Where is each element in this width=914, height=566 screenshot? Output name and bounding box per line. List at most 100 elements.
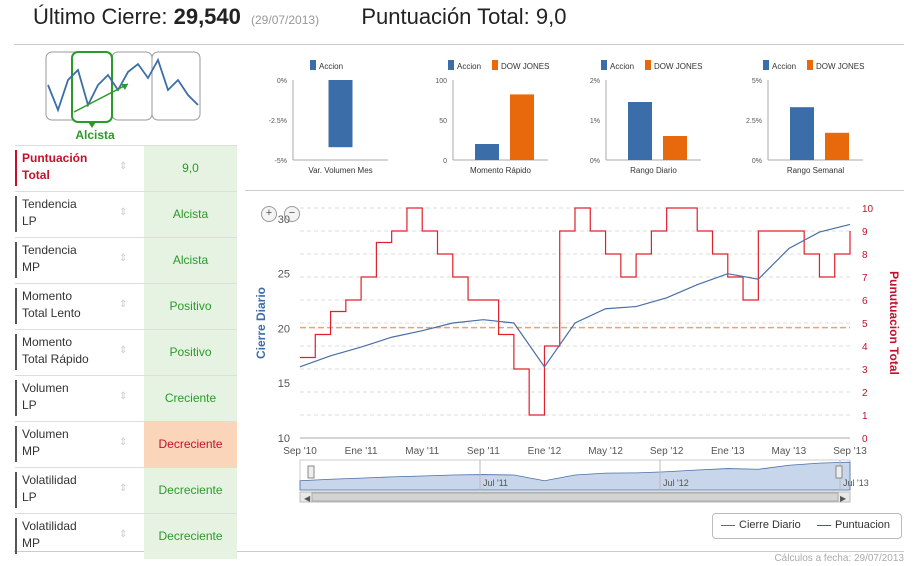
scroll-left-icon: ◀ <box>304 494 311 503</box>
tick-label: 2.5% <box>746 118 762 125</box>
category-label: Rango Semanal <box>787 166 845 175</box>
tick-label: 2% <box>590 78 600 85</box>
tick-label: 5% <box>752 78 762 85</box>
table-row: Volumen LP ⇕ Creciente <box>15 375 237 421</box>
legend-swatch <box>807 60 813 70</box>
right-tick-label: 0 <box>862 434 868 445</box>
bar-chart-rango-diario: Accion DOW JONES 2% 1% 0% Rango Diario <box>590 60 702 175</box>
legend-label: Accion <box>319 62 343 71</box>
table-row: Volatilidad LP ⇕ Decreciente <box>15 467 237 513</box>
x-tick-label: Ene '11 <box>345 446 378 457</box>
divider <box>245 190 904 191</box>
left-tick-label: 20 <box>278 323 290 335</box>
tick-label: 0% <box>752 158 762 165</box>
right-tick-label: 9 <box>862 227 868 238</box>
legend-label: DOW JONES <box>654 62 702 71</box>
legend-label: DOW JONES <box>816 62 864 71</box>
divider <box>14 551 904 552</box>
zoom-in-icon[interactable]: + <box>261 206 277 222</box>
x-tick-label: May '11 <box>405 446 439 457</box>
right-tick-label: 2 <box>862 388 868 399</box>
row-value: Positivo <box>144 284 237 329</box>
navigator-label: Jul '11 <box>483 478 508 488</box>
row-label: Tendencia LP <box>15 196 132 232</box>
scroll-right-icon: ▶ <box>840 494 847 503</box>
row-label: Momento Total Rápido <box>15 334 132 370</box>
tick-label: 0 <box>443 158 447 165</box>
total-score-value: 9,0 <box>535 4 567 29</box>
series-cierre-diario <box>299 223 851 368</box>
row-value: 9,0 <box>144 146 237 191</box>
bar-chart-volumen: Accion 0% -2.5% -5% Var. Volumen Mes <box>269 60 388 175</box>
row-value: Decreciente <box>144 514 237 559</box>
navigator-label: Jul '13 <box>843 478 869 488</box>
bar <box>790 107 814 160</box>
y-left-axis-label: Cierre Diario <box>254 287 268 359</box>
legend-label: Accion <box>772 62 796 71</box>
bar <box>328 80 353 148</box>
right-tick-label: 5 <box>862 319 868 330</box>
x-tick-label: May '13 <box>772 446 807 457</box>
row-label: Momento Total Lento <box>15 288 132 324</box>
sort-icon: ⇕ <box>119 207 128 218</box>
row-label: Volatilidad MP <box>15 518 132 554</box>
category-label: Var. Volumen Mes <box>308 166 372 175</box>
table-row: Tendencia LP ⇕ Alcista <box>15 191 237 237</box>
main-line-chart: 0 1 2 3 4 5 6 7 8 9 10 10 15 20 25 30 Sep '10 Ene '11 May … <box>254 204 901 503</box>
x-tick-label: Sep '13 <box>833 446 867 457</box>
row-value: Decreciente <box>144 468 237 513</box>
legend-swatch <box>448 60 454 70</box>
x-tick-label: Sep '10 <box>283 446 317 457</box>
row-value: Alcista <box>144 192 237 237</box>
chart-legend[interactable]: Cierre Diario Puntuacion <box>712 513 902 539</box>
row-label: Volumen LP <box>15 380 132 416</box>
right-tick-label: 4 <box>862 342 868 353</box>
series-puntuacion <box>300 207 851 416</box>
legend-swatch <box>601 60 607 70</box>
navigator-handle-right <box>835 465 843 479</box>
tick-label: 0% <box>277 78 287 85</box>
total-score-label: Puntuación Total: <box>361 4 530 29</box>
row-label: Puntuación Total <box>15 150 132 186</box>
trend-chart-icon <box>45 51 201 128</box>
x-tick-label: May '12 <box>588 446 623 457</box>
legend-cierre[interactable]: Cierre Diario <box>739 519 801 531</box>
left-tick-label: 10 <box>278 433 290 445</box>
left-tick-label: 25 <box>278 269 290 281</box>
zoom-out-icon[interactable]: − <box>284 206 300 222</box>
legend-swatch <box>763 60 769 70</box>
divider <box>14 44 904 45</box>
row-label: Tendencia MP <box>15 242 132 278</box>
table-row: Puntuación Total ⇕ 9,0 <box>15 145 237 191</box>
bar-chart-rango-semanal: Accion DOW JONES 5% 2.5% 0% Rango Semanal <box>746 60 864 175</box>
scrollbar-thumb <box>311 492 839 502</box>
table-row: Volatilidad MP ⇕ Decreciente <box>15 513 237 559</box>
sort-icon: ⇕ <box>119 483 128 494</box>
table-row: Momento Total Lento ⇕ Positivo <box>15 283 237 329</box>
navigator-series <box>299 461 851 491</box>
last-close-value: 29,540 <box>173 4 241 29</box>
bar <box>475 144 499 160</box>
sort-icon: ⇕ <box>119 391 128 402</box>
table-row: Volumen MP ⇕ Decreciente <box>15 421 237 467</box>
last-close-date: (29/07/2013) <box>251 13 320 27</box>
legend-swatch <box>492 60 498 70</box>
tick-label: 0% <box>590 158 600 165</box>
navigator-handle-left <box>307 465 315 479</box>
right-tick-label: 10 <box>862 204 874 215</box>
right-tick-label: 1 <box>862 411 868 422</box>
right-tick-label: 3 <box>862 365 868 376</box>
table-row: Momento Total Rápido ⇕ Positivo <box>15 329 237 375</box>
bar-chart-momento: Accion DOW JONES 100 50 0 Momento Rápido <box>435 60 549 175</box>
category-label: Rango Diario <box>630 166 677 175</box>
x-tick-label: Sep '11 <box>467 446 500 457</box>
left-tick-label: 15 <box>278 378 290 390</box>
legend-puntuacion[interactable]: Puntuacion <box>835 519 891 531</box>
tick-label: 100 <box>435 78 447 85</box>
sort-icon: ⇕ <box>119 161 128 172</box>
bar <box>628 102 652 160</box>
sort-icon: ⇕ <box>119 529 128 540</box>
category-label: Momento Rápido <box>470 166 531 175</box>
x-tick-label: Sep '12 <box>650 446 684 457</box>
sort-icon: ⇕ <box>119 345 128 356</box>
